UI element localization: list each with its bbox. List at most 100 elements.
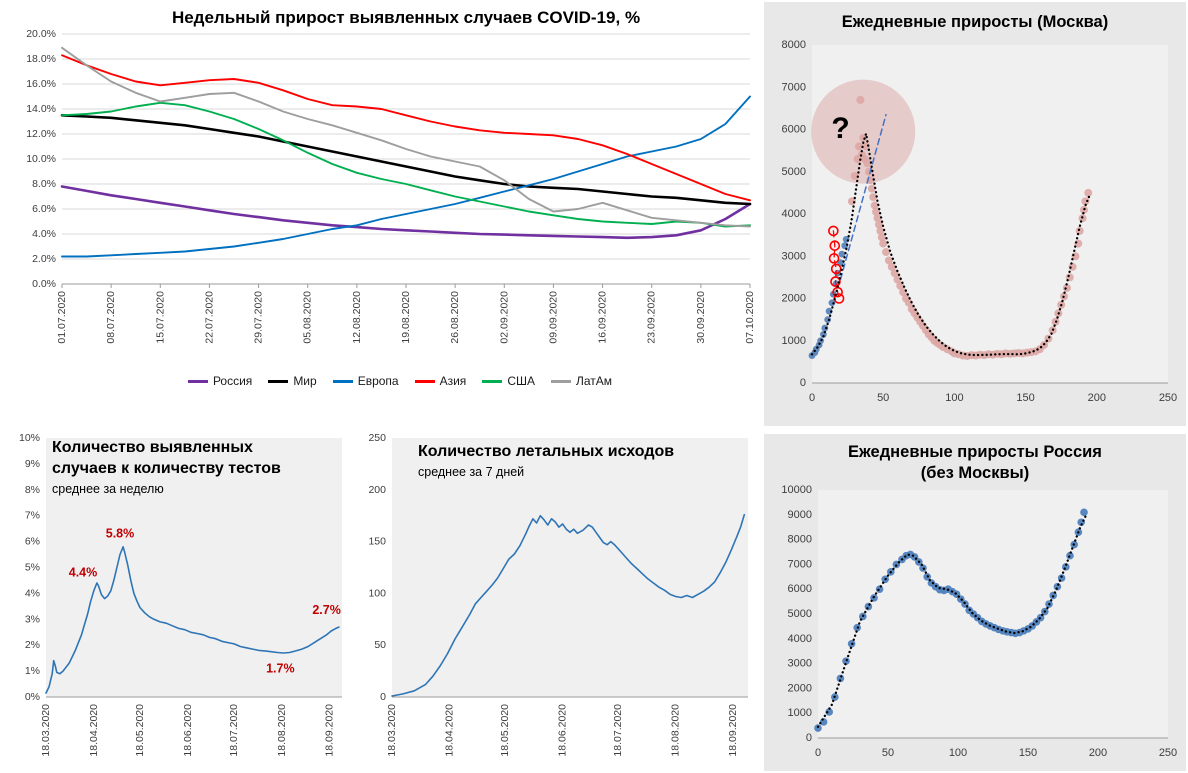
svg-text:6000: 6000	[788, 583, 812, 595]
deaths-subtitle: среднее за 7 дней	[418, 464, 525, 479]
legend-label: Европа	[357, 374, 399, 388]
svg-text:22.07.2020: 22.07.2020	[203, 291, 215, 344]
svg-text:50: 50	[877, 392, 889, 404]
svg-text:10.0%: 10.0%	[26, 153, 56, 165]
svg-text:18.05.2020: 18.05.2020	[134, 704, 146, 757]
svg-text:18.07.2020: 18.07.2020	[228, 704, 240, 757]
deaths-plot: 0 50 100 150 200 250 18.03.2020 18.04.2020 18.05…	[368, 432, 748, 757]
legend-label: ЛатАм	[575, 374, 613, 388]
svg-text:4000: 4000	[788, 633, 812, 645]
svg-text:4.0%: 4.0%	[32, 228, 56, 240]
svg-text:09.09.2020: 09.09.2020	[547, 291, 559, 344]
svg-text:7%: 7%	[25, 510, 40, 522]
legend-item-Европа: Европа	[332, 374, 399, 388]
svg-text:3000: 3000	[788, 658, 812, 670]
cases-tests-chart: 0% 1% 2% 3% 4% 5% 6% 7% 8% 9% 10% 18.03.2020 18.04.2…	[0, 432, 350, 773]
deaths-chart: 0 50 100 150 200 250 18.03.2020 18.04.2020 18.05…	[352, 432, 762, 773]
weekly-growth-title: Недельный прирост выявленных случаев COV…	[171, 8, 641, 27]
russia-daily-title-line1: Ежедневные приросты Россия	[848, 443, 1102, 461]
svg-text:18.08.2020: 18.08.2020	[276, 704, 288, 757]
svg-text:18.03.2020: 18.03.2020	[386, 704, 398, 757]
svg-text:4.4%: 4.4%	[69, 566, 98, 580]
svg-text:100: 100	[945, 392, 963, 404]
svg-text:7000: 7000	[788, 559, 812, 571]
moscow-daily-plot: 0 1000 2000 3000 4000 5000 6000 7000 8000 0 50 100 1…	[782, 39, 1178, 404]
legend-label: Азия	[439, 374, 467, 388]
legend-label: Мир	[293, 374, 317, 388]
legend-item-Мир: Мир	[268, 374, 317, 388]
svg-text:20.0%: 20.0%	[26, 30, 56, 40]
legend-swatch	[332, 379, 353, 383]
svg-text:29.07.2020: 29.07.2020	[253, 291, 265, 344]
svg-text:0%: 0%	[25, 691, 40, 703]
svg-text:0: 0	[815, 747, 821, 759]
svg-text:18.03.2020: 18.03.2020	[40, 704, 52, 757]
svg-text:9%: 9%	[25, 458, 40, 470]
svg-text:5%: 5%	[25, 562, 40, 574]
svg-text:02.09.2020: 02.09.2020	[498, 291, 510, 344]
legend-label: Россия	[212, 374, 253, 388]
svg-text:150: 150	[1019, 747, 1037, 759]
weekly-growth-legend: Россия Мир Европа Азия США ЛатАм	[40, 374, 760, 388]
svg-text:2%: 2%	[25, 639, 40, 651]
svg-text:23.09.2020: 23.09.2020	[646, 291, 658, 344]
svg-text:14.0%: 14.0%	[26, 103, 56, 115]
svg-text:18.06.2020: 18.06.2020	[557, 704, 569, 757]
deaths-titlebox: Количество летальных исходов среднее за …	[418, 442, 674, 479]
deaths-title: Количество летальных исходов	[418, 443, 675, 460]
svg-text:18.09.2020: 18.09.2020	[727, 704, 739, 757]
svg-text:5.8%: 5.8%	[106, 527, 135, 541]
legend-swatch	[187, 379, 208, 383]
svg-text:08.07.2020: 08.07.2020	[105, 291, 117, 344]
svg-text:01.07.2020: 01.07.2020	[56, 291, 68, 344]
legend-swatch	[414, 379, 435, 383]
svg-text:18.04.2020: 18.04.2020	[88, 704, 100, 757]
svg-text:12.08.2020: 12.08.2020	[351, 291, 363, 344]
svg-text:0.0%: 0.0%	[32, 278, 56, 290]
svg-text:200: 200	[368, 484, 386, 496]
svg-text:18.0%: 18.0%	[26, 53, 56, 65]
svg-text:?: ?	[831, 112, 849, 145]
legend-swatch	[482, 379, 503, 383]
cases-tests-title-line1: Количество выявленных	[52, 439, 253, 456]
svg-text:0: 0	[800, 377, 806, 389]
svg-text:16.09.2020: 16.09.2020	[597, 291, 609, 344]
svg-text:16.0%: 16.0%	[26, 78, 56, 90]
svg-text:19.08.2020: 19.08.2020	[400, 291, 412, 344]
svg-text:2000: 2000	[788, 683, 812, 695]
weekly-growth-plot: 0.0% 2.0% 4.0% 6.0% 8.0% 10.0% 12.0% 14.0% 16.0%…	[26, 30, 756, 344]
svg-text:8.0%: 8.0%	[32, 178, 56, 190]
russia-daily-title-line2: (без Москвы)	[920, 464, 1030, 483]
svg-text:200: 200	[1088, 392, 1106, 404]
moscow-daily-title: Ежедневные приросты (Москва)	[841, 13, 1109, 31]
svg-text:2000: 2000	[782, 293, 806, 305]
svg-text:1.7%: 1.7%	[266, 661, 295, 675]
svg-text:1000: 1000	[782, 335, 806, 347]
cases-tests-title-line2: случаев к количеству тестов	[52, 459, 281, 477]
svg-text:3%: 3%	[25, 613, 40, 625]
svg-text:8000: 8000	[788, 534, 812, 546]
svg-text:3000: 3000	[782, 250, 806, 262]
svg-text:100: 100	[949, 747, 967, 759]
svg-text:150: 150	[1016, 392, 1034, 404]
weekly-growth-chart: Недельный прирост выявленных случаев COV…	[0, 0, 760, 430]
svg-text:18.09.2020: 18.09.2020	[324, 704, 336, 757]
svg-text:5000: 5000	[788, 608, 812, 620]
svg-text:0: 0	[380, 691, 386, 703]
svg-text:12.0%: 12.0%	[26, 128, 56, 140]
cases-tests-plot: 0% 1% 2% 3% 4% 5% 6% 7% 8% 9% 10% 18.03.2020 18.04.2…	[19, 432, 342, 757]
svg-text:2.7%: 2.7%	[312, 603, 341, 617]
svg-text:8%: 8%	[25, 484, 40, 496]
svg-text:1000: 1000	[788, 707, 812, 719]
svg-text:250: 250	[368, 432, 386, 444]
svg-text:15.07.2020: 15.07.2020	[154, 291, 166, 344]
svg-text:0: 0	[809, 392, 815, 404]
svg-text:18.05.2020: 18.05.2020	[499, 704, 511, 757]
legend-label: США	[507, 374, 535, 388]
svg-text:200: 200	[1089, 747, 1107, 759]
cases-tests-titlebox: Количество выявленных случаев к количест…	[52, 438, 281, 496]
svg-text:26.08.2020: 26.08.2020	[449, 291, 461, 344]
svg-text:50: 50	[374, 639, 386, 651]
svg-text:30.09.2020: 30.09.2020	[695, 291, 707, 344]
legend-swatch	[550, 379, 571, 383]
